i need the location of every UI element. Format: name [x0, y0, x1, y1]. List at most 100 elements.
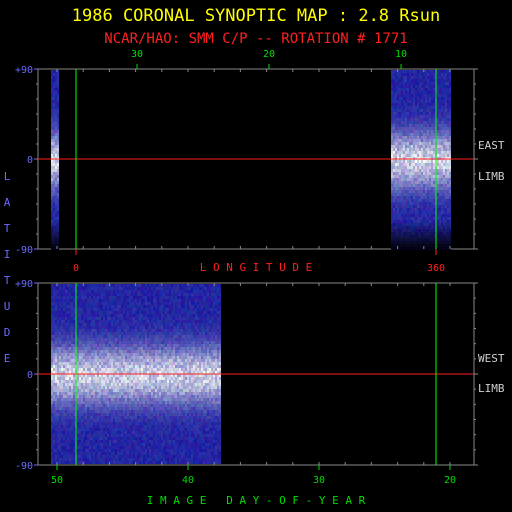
- data-cell: [97, 326, 99, 329]
- data-cell: [105, 446, 107, 449]
- data-cell: [65, 362, 67, 365]
- data-cell: [85, 320, 87, 323]
- data-cell: [407, 205, 409, 208]
- data-cell: [131, 368, 133, 371]
- data-cell: [63, 383, 65, 386]
- data-cell: [51, 332, 53, 335]
- data-cell: [101, 446, 103, 449]
- data-cell: [425, 100, 427, 103]
- data-cell: [107, 311, 109, 314]
- data-cell: [425, 106, 427, 109]
- data-cell: [109, 356, 111, 359]
- data-cell: [411, 154, 413, 157]
- data-cell: [73, 446, 75, 449]
- data-cell: [421, 220, 423, 223]
- data-cell: [55, 320, 57, 323]
- data-cell: [399, 109, 401, 112]
- data-cell: [89, 290, 91, 293]
- data-cell: [121, 335, 123, 338]
- data-cell: [391, 247, 393, 250]
- data-cell: [419, 232, 421, 235]
- data-cell: [449, 163, 451, 166]
- data-cell: [111, 317, 113, 320]
- data-cell: [411, 127, 413, 130]
- data-cell: [397, 109, 399, 112]
- data-cell: [65, 287, 67, 290]
- data-cell: [61, 347, 63, 350]
- data-cell: [135, 326, 137, 329]
- data-cell: [401, 178, 403, 181]
- data-cell: [397, 103, 399, 106]
- data-cell: [51, 374, 53, 377]
- data-cell: [427, 160, 429, 163]
- data-cell: [133, 311, 135, 314]
- data-cell: [127, 374, 129, 377]
- data-cell: [71, 440, 73, 443]
- data-cell: [395, 121, 397, 124]
- data-cell: [105, 365, 107, 368]
- data-cell: [99, 446, 101, 449]
- data-cell: [101, 401, 103, 404]
- data-cell: [135, 398, 137, 401]
- data-cell: [127, 326, 129, 329]
- data-cell: [111, 302, 113, 305]
- data-cell: [85, 449, 87, 452]
- data-cell: [91, 425, 93, 428]
- data-cell: [407, 166, 409, 169]
- data-cell: [437, 202, 439, 205]
- data-cell: [103, 437, 105, 440]
- data-cell: [447, 175, 449, 178]
- data-cell: [99, 329, 101, 332]
- data-cell: [407, 217, 409, 220]
- data-cell: [83, 299, 85, 302]
- data-cell: [139, 389, 141, 392]
- data-cell: [101, 425, 103, 428]
- data-cell: [449, 142, 451, 145]
- data-cell: [113, 290, 115, 293]
- data-cell: [403, 130, 405, 133]
- data-cell: [391, 136, 393, 139]
- data-cell: [127, 404, 129, 407]
- data-cell: [99, 407, 101, 410]
- data-cell: [91, 308, 93, 311]
- data-cell: [81, 458, 83, 461]
- data-cell: [123, 389, 125, 392]
- data-cell: [441, 121, 443, 124]
- data-cell: [449, 220, 451, 223]
- data-cell: [83, 302, 85, 305]
- data-cell: [79, 455, 81, 458]
- data-cell: [143, 350, 145, 353]
- data-cell: [103, 416, 105, 419]
- data-cell: [409, 184, 411, 187]
- data-cell: [423, 178, 425, 181]
- data-cell: [143, 416, 145, 419]
- data-cell: [95, 374, 97, 377]
- data-cell: [83, 338, 85, 341]
- data-cell: [63, 371, 65, 374]
- data-cell: [439, 175, 441, 178]
- data-cell: [97, 311, 99, 314]
- data-cell: [415, 226, 417, 229]
- data-cell: [57, 305, 59, 308]
- data-cell: [53, 410, 55, 413]
- data-cell: [73, 323, 75, 326]
- data-cell: [69, 335, 71, 338]
- data-cell: [125, 359, 127, 362]
- data-cell: [413, 223, 415, 226]
- data-cell: [91, 449, 93, 452]
- data-cell: [53, 115, 55, 118]
- data-cell: [127, 311, 129, 314]
- data-cell: [107, 446, 109, 449]
- data-cell: [79, 422, 81, 425]
- data-cell: [131, 449, 133, 452]
- data-cell: [53, 314, 55, 317]
- data-cell: [57, 121, 59, 124]
- data-cell: [91, 446, 93, 449]
- data-cell: [399, 112, 401, 115]
- data-cell: [133, 344, 135, 347]
- data-cell: [419, 223, 421, 226]
- data-cell: [95, 419, 97, 422]
- data-cell: [91, 389, 93, 392]
- data-cell: [417, 163, 419, 166]
- data-cell: [439, 88, 441, 91]
